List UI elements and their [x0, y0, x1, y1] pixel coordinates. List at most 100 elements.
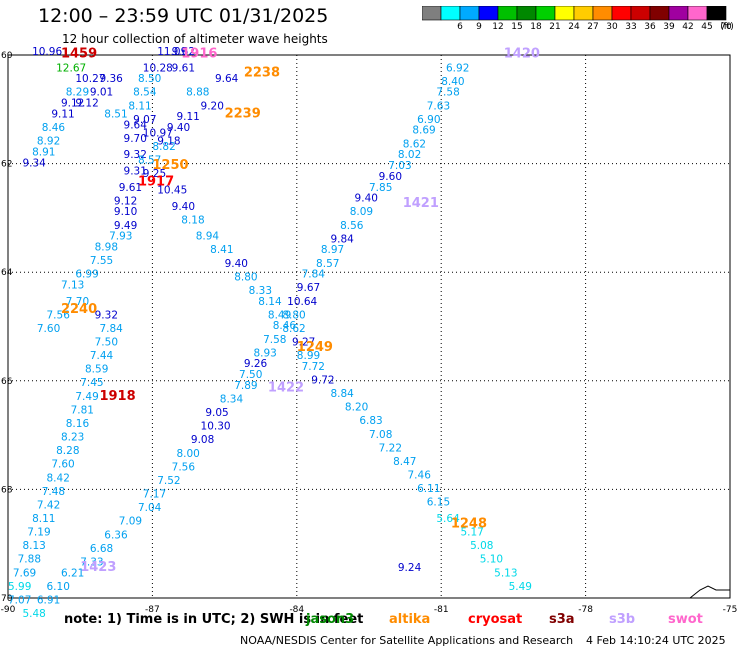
wave-height-value: 10.45: [157, 184, 187, 196]
wave-height-value: 9.24: [398, 562, 422, 574]
wave-height-value: 8.57: [316, 258, 339, 270]
wave-height-value: 7.13: [61, 279, 84, 291]
colorbar-tick-label: 18: [530, 22, 542, 32]
wave-height-value: 10.96: [32, 46, 62, 58]
wave-height-value: 8.99: [297, 350, 320, 362]
wave-height-value: 7.85: [369, 182, 392, 194]
wave-height-value: 8.23: [61, 432, 84, 444]
wave-height-value: 7.69: [13, 567, 36, 579]
wave-height-value: 9.32: [124, 149, 147, 161]
pass-time-label: 2238: [244, 66, 280, 81]
colorbar-swatch: [706, 6, 727, 21]
wave-height-value: 7.46: [408, 470, 432, 482]
lon-tick-label: -84: [289, 605, 304, 615]
colorbar-tick-label: 70: [720, 22, 732, 32]
wave-height-value: 8.11: [32, 513, 55, 525]
wave-height-value: 8.62: [403, 138, 426, 150]
colorbar-tick-label: 33: [625, 22, 637, 32]
chart-title: 12:00 – 23:59 UTC 01/31/2025: [38, 5, 329, 27]
wave-height-value: 7.72: [302, 361, 325, 373]
wave-height-value: 6.68: [90, 543, 113, 555]
satellite-legend: jason3 altika cryosat s3a s3b swot: [0, 612, 740, 630]
wave-height-value: 5.99: [8, 581, 31, 593]
wave-height-value: 9.11: [176, 111, 199, 123]
wave-height-value: 7.81: [71, 404, 94, 416]
pass-time-label: 1420: [504, 47, 540, 62]
colorbar-tick-label: 21: [549, 22, 561, 32]
wave-height-value: 8.88: [186, 87, 209, 99]
pass-time-label: 1423: [80, 560, 116, 575]
wave-height-value: 7.04: [138, 502, 162, 514]
wave-height-value: 7.84: [99, 323, 123, 335]
wave-height-value: 9.32: [95, 309, 118, 321]
wave-height-value: 8.46: [273, 320, 297, 332]
wave-height-value: 8.51: [104, 108, 127, 120]
wave-height-value: 9.64: [215, 73, 239, 85]
wave-height-value: 9.07: [133, 114, 156, 126]
wave-height-value: 8.40: [441, 76, 464, 88]
wave-height-value: 7.56: [172, 461, 196, 473]
lon-tick-label: -75: [723, 605, 738, 615]
wave-height-value: 7.07: [8, 594, 31, 606]
wave-height-value: 8.50: [138, 73, 161, 85]
pass-time-label: 1459: [61, 47, 97, 62]
legend-entry-jason3: jason3: [306, 612, 355, 627]
wave-height-value: 8.34: [220, 394, 244, 406]
wave-height-value: 9.67: [297, 282, 320, 294]
colorbar-tick-label: 15: [511, 22, 523, 32]
wave-height-value: 8.46: [42, 122, 66, 134]
lat-tick-label: 70: [1, 594, 13, 604]
pass-time-label: 2240: [61, 302, 97, 317]
wave-height-value: 10.97: [143, 127, 173, 139]
wave-height-value: 7.55: [90, 255, 113, 267]
wave-height-value: 8.14: [258, 296, 282, 308]
wave-height-value: 8.09: [350, 206, 373, 218]
wave-height-value: 8.16: [66, 418, 90, 430]
wave-height-value: 8.91: [32, 146, 55, 158]
wave-height-value: 8.29: [66, 87, 89, 99]
wave-height-value: 9.40: [167, 122, 190, 134]
lon-tick-label: -90: [1, 605, 16, 615]
wave-height-value: 8.42: [47, 472, 70, 484]
colorbar-tick-label: 9: [476, 22, 482, 32]
wave-height-value: 9.61: [119, 182, 142, 194]
colorbar-labels: 6 9 12 15 18 21 24 27 30 33 36 39 42 45 70 (ft): [422, 22, 734, 36]
wave-height-value: 8.69: [412, 125, 435, 137]
generation-timestamp: 4 Feb 14:10:24 UTC 2025: [586, 634, 726, 647]
colorbar-tick-label: 30: [606, 22, 618, 32]
wave-height-value: 6.91: [37, 594, 60, 606]
wave-height-value: 8.13: [22, 540, 45, 552]
pass-time-label: 1918: [99, 389, 135, 404]
wave-height-value: 5.17: [460, 527, 483, 539]
pass-time-label: 1916: [181, 47, 217, 62]
wave-height-value: 8.80: [234, 271, 257, 283]
wave-height-value: 7.33: [80, 556, 103, 568]
wave-height-value: 7.42: [37, 499, 60, 511]
wave-height-value: 6.21: [61, 567, 84, 579]
wave-height-value: 8.28: [56, 445, 79, 457]
wave-height-value: 11.09: [157, 46, 187, 58]
wave-height-value: 8.97: [321, 244, 344, 256]
wave-height-value: 10.28: [143, 62, 173, 74]
wave-height-value: 6.99: [75, 269, 98, 281]
wave-height-value: 9.31: [124, 165, 147, 177]
legend-entry-s3a: s3a: [549, 612, 575, 627]
wave-height-value: 5.10: [480, 554, 503, 566]
wave-height-value: 5.13: [494, 567, 517, 579]
wave-height-value: 9.36: [99, 73, 123, 85]
lon-tick-label: -87: [145, 605, 160, 615]
wave-height-value: 9.70: [124, 133, 147, 145]
wave-height-value: 7.50: [95, 337, 118, 349]
wave-height-value: 9.20: [201, 100, 224, 112]
colorbar-tick-label: 6: [457, 22, 463, 32]
lat-tick-label: 62: [1, 160, 12, 170]
wave-height-value: 8.18: [181, 214, 204, 226]
wave-height-value: 6.90: [417, 114, 440, 126]
wave-height-value: 9.26: [244, 358, 268, 370]
wave-height-value: 9.62: [172, 46, 195, 58]
wave-height-value: 7.89: [234, 380, 257, 392]
wave-height-value: 7.58: [263, 334, 286, 346]
wave-height-value: 7.50: [239, 369, 262, 381]
lat-tick-label: 64: [1, 268, 13, 278]
wave-height-value: 10.27: [75, 73, 105, 85]
